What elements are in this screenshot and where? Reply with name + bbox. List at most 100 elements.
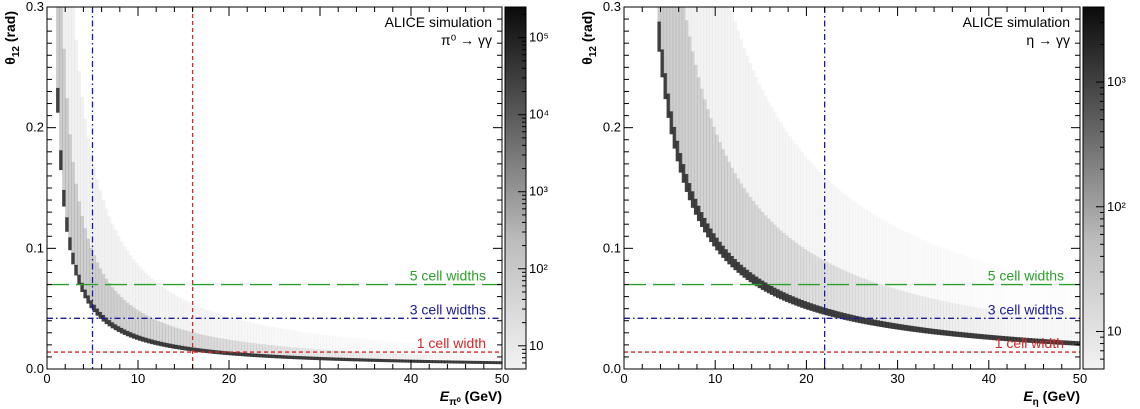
heatmap-body-cell: [107, 283, 112, 322]
heatmap-halo-cell: [909, 234, 914, 328]
heatmap-halo-cell: [757, 83, 762, 280]
heatmap-halo-cell: [937, 246, 941, 331]
y-axis-title: θ12 (rad): [579, 11, 599, 65]
heatmap-body-cell: [709, 118, 713, 230]
heatmap-body-cell: [213, 337, 218, 352]
heatmap-body-cell: [864, 279, 868, 320]
heatmap-body-cell: [952, 303, 956, 333]
heatmap-halo-cell: [159, 285, 163, 343]
heatmap-body-cell: [350, 351, 354, 360]
heatmap-ridge-cell: [1052, 339, 1057, 345]
heatmap-ridge-cell: [928, 328, 932, 334]
heatmap-ridge-cell: [766, 284, 771, 294]
heatmap-ridge-cell: [498, 361, 502, 365]
heatmap-body-cell: [885, 286, 890, 324]
panel-eta: 5 cell widths 3 cell widths 1 cell width 0 1…: [579, 0, 1126, 408]
heatmap-body-cell: [873, 282, 877, 321]
heatmap-body-cell: [937, 299, 941, 331]
heatmap-halo-cell: [678, 7, 683, 155]
heatmap-halo-cell: [812, 165, 817, 306]
x-axis-title: Eη (GeV): [1023, 388, 1080, 408]
heatmap-halo-cell: [68, 7, 72, 239]
heatmap-halo-cell: [229, 317, 233, 353]
heatmap-body-cell: [745, 192, 750, 272]
heatmap-body-cell: [903, 291, 908, 327]
heatmap-body-cell: [110, 287, 115, 324]
heatmap-halo-cell: [918, 238, 923, 329]
heatmap-halo-cell: [897, 228, 902, 326]
heatmap-ridge-cell: [769, 285, 774, 295]
heatmap-halo-cell: [116, 235, 121, 328]
heatmap-body-cell: [414, 354, 418, 361]
heatmap-halo-cell: [690, 7, 695, 193]
heatmap-body-cell: [684, 20, 689, 176]
heatmap-halo-cell: [848, 198, 853, 316]
heatmap-ridge-cell: [374, 358, 379, 362]
heatmap-ridge-cell: [307, 356, 312, 360]
y-tick-label: 0.2: [603, 120, 621, 135]
heatmap-ridge-cell: [386, 359, 391, 363]
heatmap-body-cell: [800, 246, 804, 302]
heatmap-body-cell: [347, 351, 351, 360]
heatmap-halo-cell: [295, 331, 300, 358]
heatmap-body-cell: [918, 295, 923, 329]
heatmap-body-cell: [696, 77, 701, 207]
heatmap-ridge-cell: [462, 360, 467, 364]
heatmap-ridge-cell: [666, 93, 671, 118]
heatmap-halo-cell: [839, 191, 844, 314]
heatmap-ridge-cell: [1067, 340, 1072, 346]
heatmap-ridge-cell: [420, 359, 424, 363]
heatmap-halo-cell: [788, 136, 792, 297]
heatmap-body-cell: [338, 350, 342, 359]
heatmap-ridge-cell: [1040, 338, 1045, 344]
heatmap-body-cell: [1010, 312, 1014, 338]
annotation-line: ALICE simulation: [963, 14, 1070, 30]
annotation-line: ALICE simulation: [385, 14, 492, 30]
heatmap-body-cell: [359, 352, 364, 360]
heatmap-ridge-cell: [1049, 339, 1054, 345]
heatmap-halo-cell: [718, 7, 722, 243]
heatmap-body-cell: [401, 354, 406, 361]
heatmap-halo-cell: [976, 260, 981, 335]
heatmap-ridge-cell: [806, 302, 811, 310]
heatmap-ridge-cell: [380, 358, 385, 363]
heatmap-halo-cell: [888, 223, 893, 324]
heatmap-body-cell: [353, 351, 357, 360]
heatmap-body-cell: [1019, 314, 1023, 339]
heatmap-body-cell: [380, 353, 385, 361]
heatmap-ridge-cell: [839, 312, 844, 320]
heatmap-halo-cell: [359, 338, 364, 360]
heatmap-halo-cell: [244, 321, 248, 355]
heatmap-body-cell: [113, 290, 118, 326]
heatmap-ridge-cell: [921, 327, 926, 334]
heatmap-body-cell: [320, 349, 324, 359]
heatmap-body-cell: [411, 354, 415, 361]
heatmap-ridge-cell: [150, 339, 154, 345]
heatmap-body-cell: [842, 270, 847, 315]
heatmap-ridge-cell: [468, 360, 473, 364]
heatmap-body-cell: [271, 345, 276, 356]
heatmap-body-cell: [791, 240, 795, 298]
heatmap-body-cell: [776, 227, 780, 291]
heatmap-body-cell: [71, 161, 75, 254]
heatmap-ridge-cell: [842, 313, 847, 320]
heatmap-body-cell: [1013, 313, 1017, 339]
heatmap-halo-cell: [356, 338, 361, 360]
heatmap-halo-cell: [313, 333, 318, 358]
heatmap-ridge-cell: [198, 348, 203, 353]
heatmap-ridge-cell: [259, 353, 263, 358]
heatmap-ridge-cell: [134, 334, 139, 340]
heatmap-ridge-cell: [684, 174, 689, 192]
heatmap-body-cell: [867, 280, 871, 320]
heatmap-body-cell: [253, 343, 257, 355]
heatmap-ridge-cell: [156, 341, 160, 346]
heatmap-body-cell: [232, 340, 236, 354]
heatmap-ridge-cell: [144, 337, 148, 343]
heatmap-body-cell: [782, 232, 786, 294]
heatmap-halo-cell: [736, 30, 741, 264]
heatmap-body-cell: [153, 319, 157, 342]
heatmap-ridge-cell: [80, 282, 84, 292]
heatmap-ridge-cell: [329, 357, 333, 361]
heatmap-ridge-cell: [754, 276, 759, 287]
